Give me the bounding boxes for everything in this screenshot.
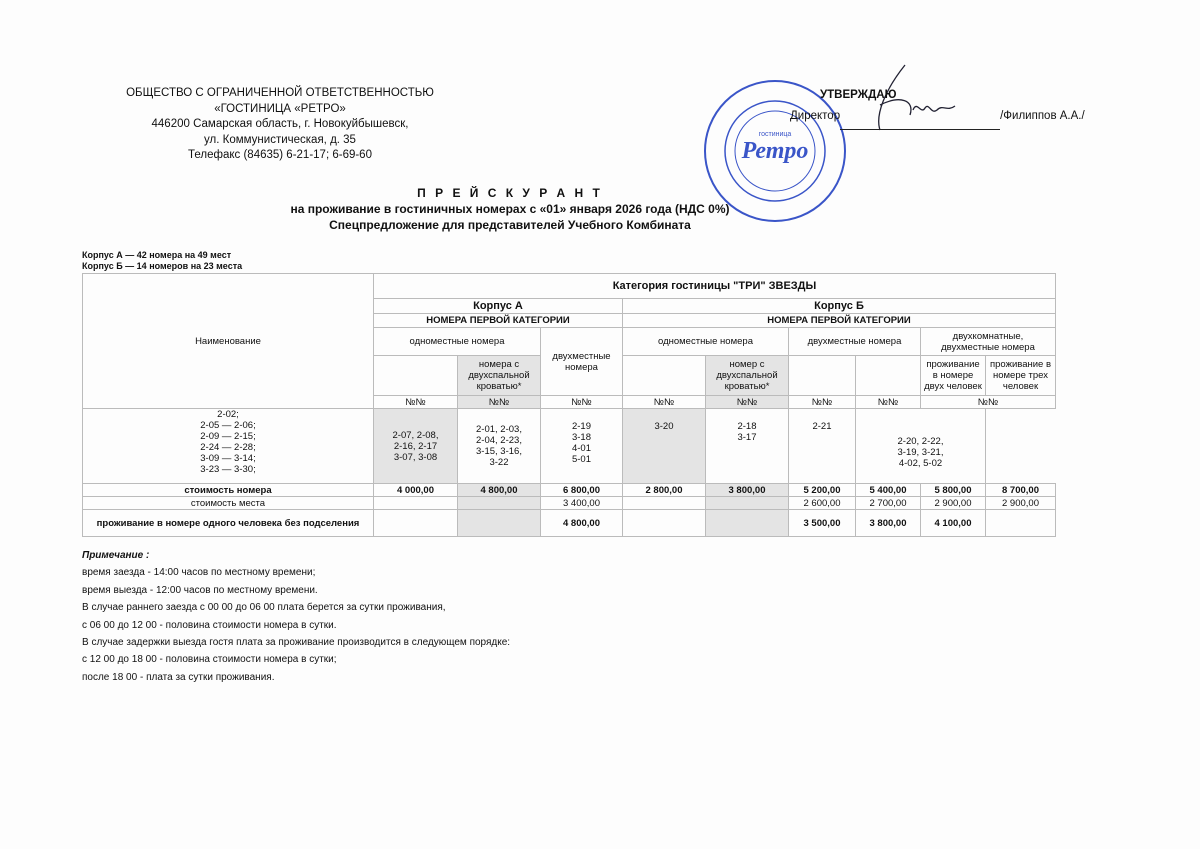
- price-table: Наименование Категория гостиницы "ТРИ" ЗВ…: [82, 273, 1056, 537]
- price-cell: 8 700,00: [985, 483, 1056, 497]
- price-cell: [622, 496, 706, 510]
- two-people: проживание в номере двух человек: [920, 355, 986, 396]
- approval-block: УТВЕРЖДАЮ Директор/Филиппов А.А./: [790, 88, 1085, 130]
- corpus-b-header: Корпус Б: [622, 298, 1056, 314]
- row-label: проживание в номере одного человека без …: [82, 509, 374, 537]
- room-numbers-header: №№: [373, 395, 458, 409]
- room-numbers-header: №№: [788, 395, 856, 409]
- price-cell: 4 800,00: [457, 483, 541, 497]
- price-cell: 6 800,00: [540, 483, 623, 497]
- org-street: ул. Коммунистическая, д. 35: [204, 133, 356, 146]
- svg-text:гостиница: гостиница: [759, 131, 792, 138]
- note-line: время выезда - 12:00 часов по местному в…: [82, 584, 318, 596]
- room-numbers-cell: 2-20, 2-22, 3-19, 3-21, 4-02, 5-02: [855, 408, 986, 484]
- director-signature: [878, 64, 956, 131]
- price-cell: 2 900,00: [985, 496, 1056, 510]
- room-numbers-cell: 3-20: [622, 408, 706, 484]
- double-bed-b: номер с двухспальной кроватью*: [705, 355, 789, 396]
- price-cell: [457, 509, 541, 537]
- price-row: стоимость номера 4 000,00 4 800,00 6 800,00…: [82, 483, 1056, 497]
- room-numbers-header: №№: [705, 395, 789, 409]
- price-cell: 2 900,00: [920, 496, 986, 510]
- room-numbers-cell: 2-01, 2-03, 2-04, 2-23, 3-15, 3-16, 3-22: [457, 408, 541, 484]
- price-cell: [373, 496, 458, 510]
- org-name: ОБЩЕСТВО С ОГРАНИЧЕННОЙ ОТВЕТСТВЕННОСТЬЮ: [126, 87, 434, 99]
- double-bed-a: номера с двухспальной кроватью*: [457, 355, 541, 396]
- notes-title: Примечание :: [82, 550, 150, 561]
- price-cell: [457, 496, 541, 510]
- room-numbers-header: №№: [457, 395, 541, 409]
- note-line: время заезда - 14:00 часов по местному в…: [82, 567, 316, 579]
- svg-text:Ретро: Ретро: [741, 138, 809, 164]
- price-cell: 3 400,00: [540, 496, 623, 510]
- note-line: с 06 00 до 12 00 - половина стоимости но…: [82, 619, 337, 631]
- room-numbers-cell: 2-02; 2-05 — 2-06; 2-09 — 2-15; 2-24 — 2…: [82, 408, 374, 484]
- title-subtitle: на проживание в гостиничных номерах с «0…: [290, 202, 730, 216]
- note-line: В случае задержки выезда гостя плата за …: [82, 637, 511, 649]
- note-line: после 18 00 - плата за сутки проживания.: [82, 671, 275, 683]
- price-cell: 4 800,00: [540, 509, 623, 537]
- room-numbers-cell: 2-07, 2-08, 2-16, 2-17 3-07, 3-08: [373, 408, 458, 484]
- price-cell: 5 400,00: [855, 483, 921, 497]
- name-header: Наименование: [82, 273, 374, 409]
- signature-line: [840, 117, 1001, 130]
- row-label: стоимость места: [82, 496, 374, 510]
- price-cell: 4 000,00: [373, 483, 458, 497]
- price-cell: [705, 496, 789, 510]
- double-rooms-b: двухместные номера: [788, 327, 921, 356]
- price-cell: 2 600,00: [788, 496, 856, 510]
- corpus-a-header: Корпус А: [373, 298, 623, 314]
- room-numbers-cell: 2-21: [788, 408, 856, 484]
- org-phone: Телефакс (84635) 6-21-17; 6-69-60: [188, 149, 372, 161]
- approve-label: УТВЕРЖДАЮ: [820, 89, 897, 101]
- single-rooms-a: одноместные номера: [373, 327, 541, 356]
- double-rooms-a: двухместные номера: [540, 327, 623, 396]
- price-cell: [622, 509, 706, 537]
- first-category-a: НОМЕРА ПЕРВОЙ КАТЕГОРИИ: [373, 313, 623, 328]
- price-cell: 3 800,00: [705, 483, 789, 497]
- price-cell: [373, 509, 458, 537]
- first-category-b: НОМЕРА ПЕРВОЙ КАТЕГОРИИ: [622, 313, 1056, 328]
- price-cell: [985, 509, 1056, 537]
- notes: Примечание : время заезда - 14:00 часов …: [82, 547, 510, 686]
- document-title: П Р Е Й С К У Р А Н Т на проживание в го…: [200, 185, 820, 233]
- org-hotel-name: «ГОСТИНИЦА «РЕТРО»: [214, 102, 346, 115]
- price-cell: 3 800,00: [855, 509, 921, 537]
- price-cell: 5 800,00: [920, 483, 986, 497]
- price-row: стоимость места 3 400,00 2 600,00 2 700,00 2…: [82, 496, 1056, 510]
- title-special-offer: Спецпредложение для представителей Учебн…: [329, 218, 691, 232]
- price-cell: 2 700,00: [855, 496, 921, 510]
- single-rooms-b: одноместные номера: [622, 327, 789, 356]
- room-numbers-header: №№: [920, 395, 1056, 409]
- price-cell: 5 200,00: [788, 483, 856, 497]
- org-address: 446200 Самарская область, г. Новокуйбыше…: [151, 118, 409, 130]
- note-line: с 12 00 до 18 00 - половина стоимости но…: [82, 654, 337, 666]
- company-stamp: Ретро гостиница: [704, 80, 846, 222]
- director-name: /Филиппов А.А./: [1000, 110, 1085, 122]
- title-main: П Р Е Й С К У Р А Н Т: [417, 186, 603, 200]
- corpus-summary: Корпус А — 42 номера на 49 мест Корпус Б…: [82, 250, 242, 272]
- room-numbers-header: №№: [855, 395, 921, 409]
- two-room-b: двухкомнатные, двухместные номера: [920, 327, 1056, 356]
- price-cell: 3 500,00: [788, 509, 856, 537]
- row-label: стоимость номера: [82, 483, 374, 497]
- price-cell: [705, 509, 789, 537]
- corpus-b-summary: Корпус Б — 14 номеров на 23 места: [82, 261, 243, 271]
- organization-header: ОБЩЕСТВО С ОГРАНИЧЕННОЙ ОТВЕТСТВЕННОСТЬЮ…: [90, 86, 470, 164]
- room-numbers-header: №№: [622, 395, 706, 409]
- note-line: В случае раннего заезда с 00 00 до 06 00…: [82, 602, 446, 614]
- director-label: Директор: [790, 110, 841, 122]
- price-cell: 4 100,00: [920, 509, 986, 537]
- three-people: проживание в номере трех человек: [985, 355, 1056, 396]
- price-row: проживание в номере одного человека без …: [82, 509, 1056, 537]
- price-cell: 2 800,00: [622, 483, 706, 497]
- room-numbers-cell: 2-18 3-17: [705, 408, 789, 484]
- corpus-a-summary: Корпус А — 42 номера на 49 мест: [82, 250, 232, 260]
- room-numbers-header: №№: [540, 395, 623, 409]
- room-numbers-cell: 2-19 3-18 4-01 5-01: [540, 408, 623, 484]
- category-header: Категория гостиницы "ТРИ" ЗВЕЗДЫ: [373, 273, 1056, 299]
